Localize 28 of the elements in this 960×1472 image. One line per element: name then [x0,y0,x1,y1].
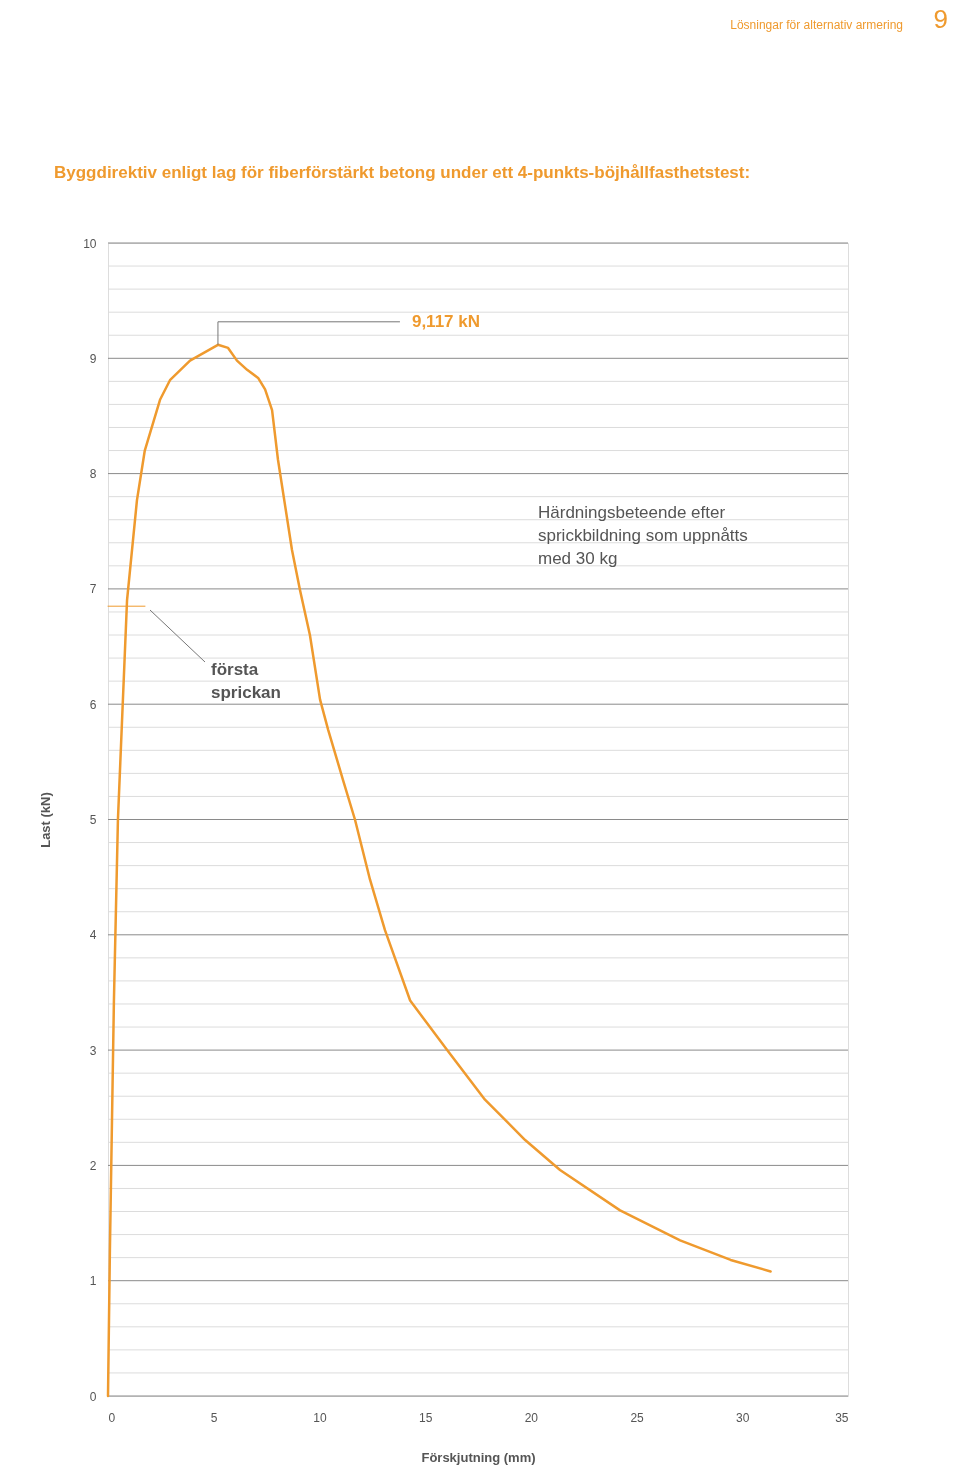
y-tick-label: 5 [89,813,97,827]
x-axis-title: Förskjutning (mm) [421,1449,536,1465]
x-tick-label: 30 [736,1410,750,1425]
y-tick-label: 2 [89,1158,97,1173]
y-axis-title: Last (kN) [38,792,54,848]
x-tick-label: 0 [108,1410,116,1425]
x-tick-label: 20 [524,1410,539,1425]
y-tick-label: 3 [89,1043,97,1058]
y-tick-label: 9 [89,351,97,366]
y-tick-label: 6 [89,697,97,712]
annotation: Härdningsbeteende efter sprickbildning som uppnåtts med 30 kg [538,503,748,568]
x-tick-label: 25 [630,1410,645,1425]
text: Lösningar för alternativ armering [730,18,903,32]
annotation: 9,117 kN [411,311,481,331]
x-tick-label: 15 [418,1410,433,1425]
text: 9 [933,4,948,34]
x-tick-label: 10 [313,1410,327,1425]
y-tick-label: 7 [89,582,97,597]
x-tick-label: 35 [835,1410,849,1425]
y-tick-label: 1 [89,1274,97,1289]
y-tick-label: 4 [89,928,97,943]
y-tick-label: 8 [89,467,97,482]
line-series [106,343,772,1398]
y-tick-label: 10 [83,236,97,251]
annotation: första sprickan [211,660,281,702]
y-tick-label: 0 [89,1389,97,1404]
chart-title: Byggdirektiv enligt lag för fiberförstärkt betong under ett 4-punkts-böjhållfasthetstest: [54,163,751,182]
x-tick-label: 5 [210,1410,218,1425]
